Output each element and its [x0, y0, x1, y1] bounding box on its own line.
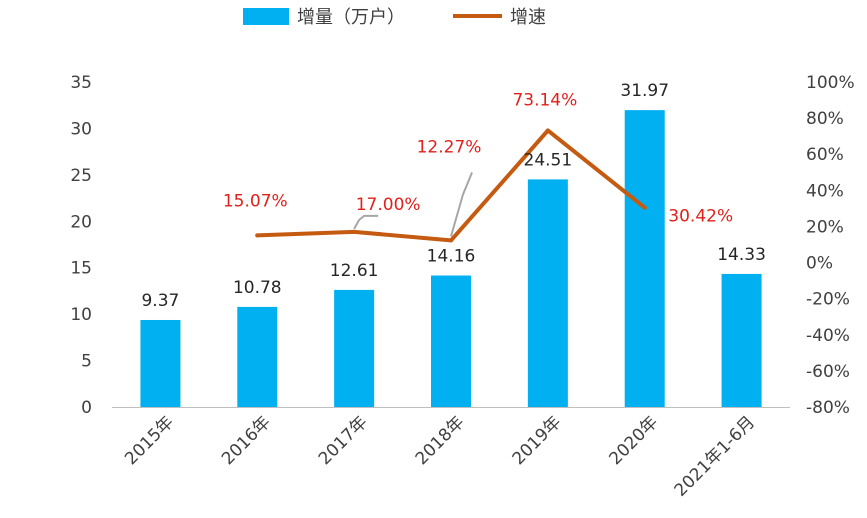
x-tick-label: 2019年	[509, 412, 566, 469]
growth-line-point	[642, 205, 647, 210]
bar	[431, 275, 471, 407]
y-right-tick-label: -40%	[806, 326, 850, 346]
growth-line-point	[352, 229, 357, 234]
x-tick-label: 2021年1-6月	[671, 412, 759, 500]
growth-line-point	[449, 238, 453, 243]
label-leader-line	[450, 172, 473, 237]
y-left-tick-label: 10	[70, 305, 92, 325]
growth-value-label: 73.14%	[512, 90, 577, 110]
bar	[140, 319, 181, 407]
bar-value-label: 14.33	[717, 245, 766, 265]
legend: 增量（万户） 增速	[243, 7, 546, 28]
x-tick-label: 2020年	[605, 412, 662, 469]
bar-value-label: 10.78	[233, 278, 282, 298]
growth-line-point	[255, 233, 260, 238]
label-leader-line	[353, 214, 379, 230]
bar-value-label: 9.37	[141, 291, 179, 311]
bar-value-label: 12.61	[330, 261, 379, 281]
y-left-tick-label: 25	[70, 166, 92, 186]
y-right-tick-label: 60%	[806, 145, 844, 165]
bar-value-label: 31.97	[620, 81, 669, 101]
y-right-tick-label: 100%	[806, 73, 855, 93]
x-tick-label: 2017年	[315, 412, 372, 469]
y-left-tick-label: 5	[81, 352, 92, 372]
leader-lines	[353, 172, 473, 237]
growth-line	[255, 128, 647, 243]
y-right-tick-label: 40%	[806, 181, 844, 201]
legend-label-bar: 增量（万户）	[297, 7, 405, 28]
x-tick-label: 2016年	[218, 412, 275, 469]
bar-value-label: 14.16	[427, 247, 476, 267]
growth-value-label: 15.07%	[223, 191, 288, 211]
y-left-tick-label: 30	[70, 119, 92, 139]
growth-value-label: 12.27%	[417, 137, 482, 157]
y-left-tick-label: 15	[70, 259, 92, 279]
bar	[334, 289, 375, 407]
y-right-tick-label: -80%	[806, 398, 850, 418]
growth-value-label: 30.42%	[668, 207, 733, 227]
y-right-tick-label: 80%	[806, 109, 844, 129]
bar	[721, 273, 762, 407]
data-labels: 9.37 10.78 12.61 14.16 24.51 31.97 14.33 15.07%…	[141, 81, 765, 311]
legend-label-line: 增速	[510, 7, 546, 28]
x-tick-label: 2015年	[121, 412, 178, 469]
y-right-tick-label: -60%	[806, 362, 850, 382]
y-right-tick-label: -20%	[806, 290, 850, 310]
x-tick-label: 2018年	[412, 412, 469, 469]
y-left-tick-label: 20	[70, 212, 92, 232]
y-left-tick-label: 0	[81, 398, 92, 418]
legend-swatch-bar	[243, 8, 289, 25]
growth-value-label: 17.00%	[356, 195, 421, 215]
y-right-tick-label: 0%	[806, 254, 833, 274]
bar	[624, 110, 665, 407]
bar	[237, 306, 278, 407]
y-left-tick-label: 35	[70, 73, 92, 93]
bar	[527, 179, 568, 407]
growth-line-point	[545, 128, 550, 133]
y-right-tick-label: 20%	[806, 217, 844, 237]
bar-value-label: 24.51	[524, 150, 573, 170]
bars	[140, 110, 762, 407]
